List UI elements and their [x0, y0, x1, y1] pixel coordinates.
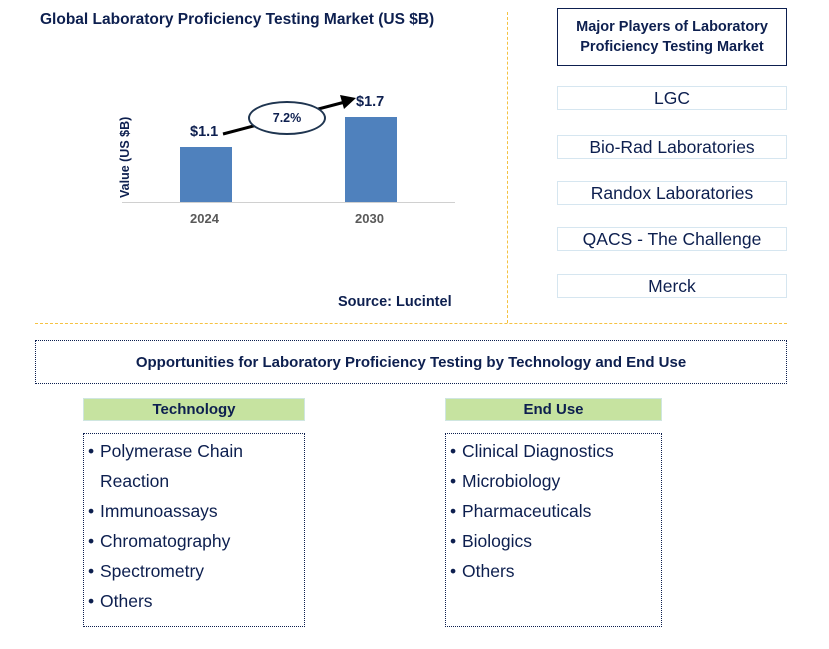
player-item-randox: Randox Laboratories: [557, 181, 787, 205]
horizontal-divider: [35, 323, 787, 324]
bar-label-2024: $1.1: [190, 124, 219, 140]
player-item-qacs: QACS - The Challenge: [557, 227, 787, 251]
source-label: Source: Lucintel: [338, 294, 452, 310]
players-header: Major Players of Laboratory Proficiency …: [557, 8, 787, 66]
end-use-list: • Clinical Diagnostics • Microbiology • Pha…: [445, 433, 662, 627]
list-item: • Spectrometry: [88, 556, 304, 586]
x-tick-2030: 2030: [355, 211, 384, 226]
list-item: • Polymerase Chain Reaction: [88, 436, 304, 496]
end-use-header: End Use: [445, 398, 662, 421]
bullet-icon: •: [450, 561, 457, 581]
bullet-icon: •: [450, 471, 457, 491]
player-item-bio-rad: Bio-Rad Laboratories: [557, 135, 787, 159]
bullet-icon: •: [88, 591, 95, 611]
opportunities-title: Opportunities for Laboratory Proficiency…: [35, 340, 787, 384]
bullet-icon: •: [450, 531, 457, 551]
list-item: • Pharmaceuticals: [450, 496, 661, 526]
x-tick-2024: 2024: [190, 211, 219, 226]
list-item: • Chromatography: [88, 526, 304, 556]
list-item: • Clinical Diagnostics: [450, 436, 661, 466]
bullet-icon: •: [88, 561, 95, 581]
list-item: • Immunoassays: [88, 496, 304, 526]
list-item: • Biologics: [450, 526, 661, 556]
player-item-merck: Merck: [557, 274, 787, 298]
bullet-icon: •: [88, 501, 95, 521]
vertical-divider: [507, 12, 508, 323]
bar-2030: [345, 117, 397, 202]
bar-2024: [180, 147, 232, 202]
players-header-line1: Major Players of Laboratory: [576, 19, 768, 35]
list-item: • Others: [450, 556, 661, 586]
bullet-icon: •: [88, 531, 95, 551]
technology-header: Technology: [83, 398, 305, 421]
bar-label-2030: $1.7: [356, 94, 385, 110]
y-axis-label: Value (US $B): [118, 116, 132, 198]
bullet-icon: •: [450, 441, 457, 461]
x-axis-line: [122, 202, 455, 203]
cagr-ellipse: 7.2%: [248, 101, 326, 135]
bullet-icon: •: [88, 441, 95, 461]
players-header-line2: Proficiency Testing Market: [580, 39, 764, 55]
chart-title: Global Laboratory Proficiency Testing Ma…: [40, 11, 435, 28]
player-item-lgc: LGC: [557, 86, 787, 110]
list-item: • Others: [88, 586, 304, 616]
technology-list: • Polymerase Chain Reaction • Immunoassays…: [83, 433, 305, 627]
list-item: • Microbiology: [450, 466, 661, 496]
bullet-icon: •: [450, 501, 457, 521]
